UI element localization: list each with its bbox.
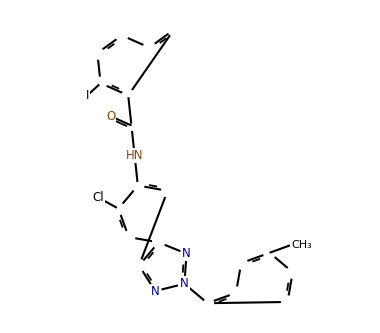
Text: N: N (182, 247, 191, 260)
Text: HN: HN (126, 149, 143, 162)
Text: O: O (106, 110, 116, 123)
Text: N: N (151, 285, 160, 298)
Text: I: I (86, 89, 89, 102)
Text: Cl: Cl (93, 191, 105, 204)
Text: N: N (180, 277, 189, 290)
Text: CH₃: CH₃ (291, 240, 312, 250)
